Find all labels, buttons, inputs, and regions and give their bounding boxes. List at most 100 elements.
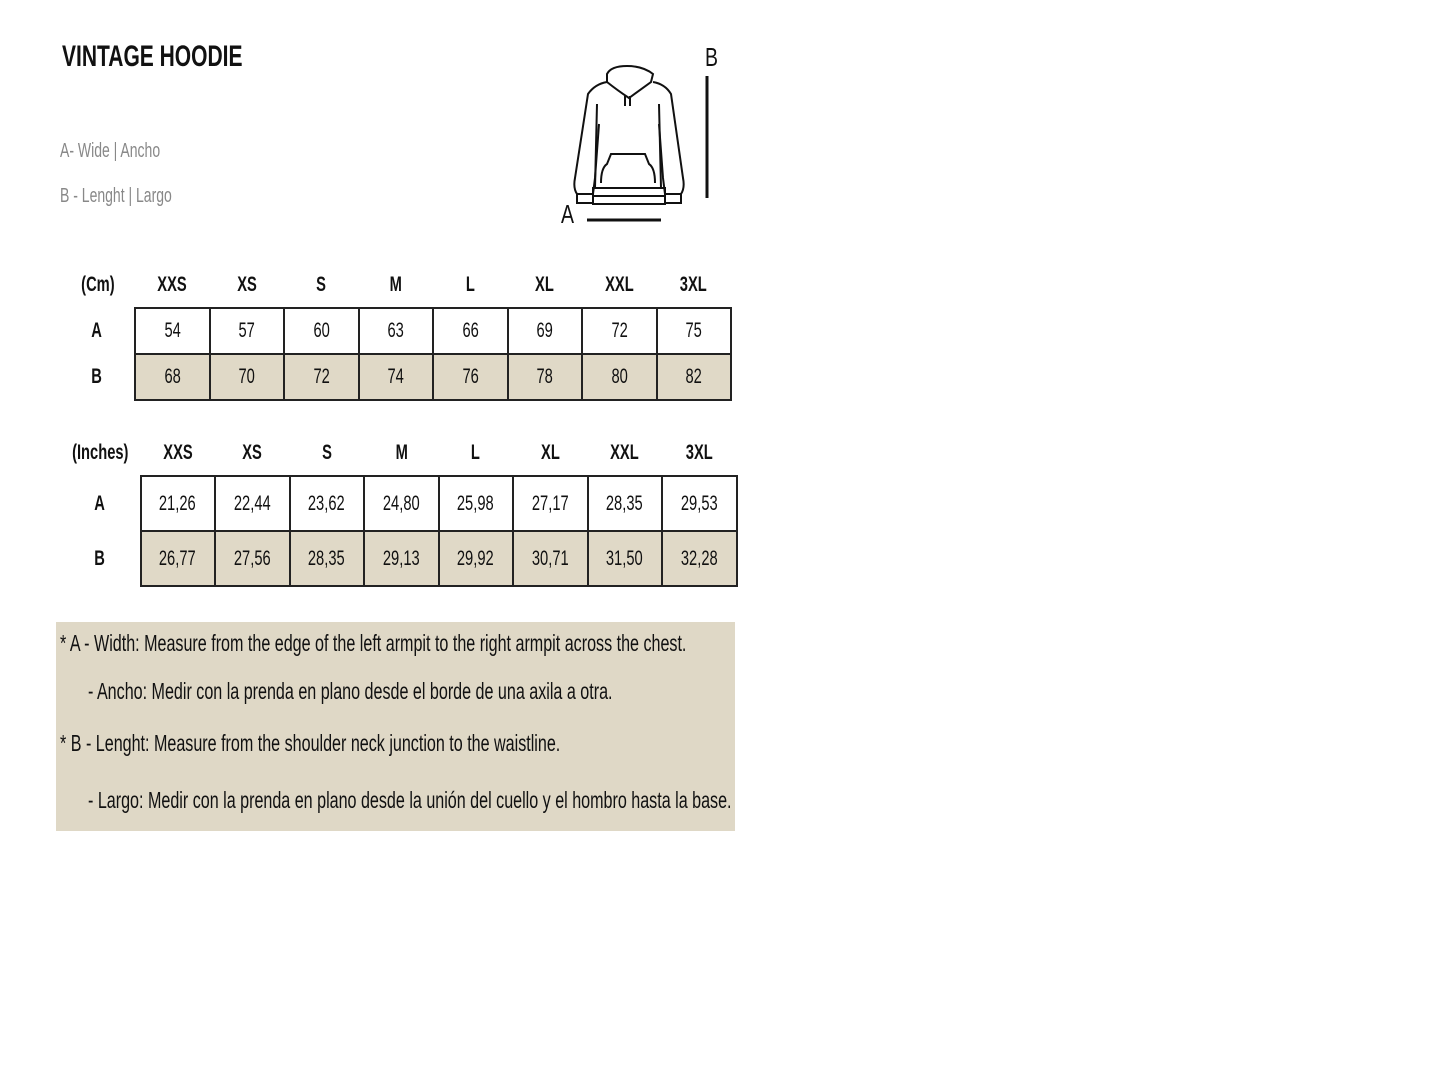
cell-value: 28,35 [308,546,346,570]
size-header: XXL [582,262,657,308]
size-text: XXS [157,272,187,296]
table-cell: 24,80 [363,475,440,532]
cell-value: 68 [164,365,181,388]
cell-value: 21,26 [159,491,197,515]
cell-value: 54 [164,319,181,342]
cell-value: 72 [611,319,628,342]
label-b: B [705,42,718,71]
legend-a-text: A- Wide | Ancho [60,140,161,162]
row-label-text: A [94,491,106,515]
size-header: 3XL [657,262,732,308]
note-b-en: * B - Lenght: Measure from the shoulder … [60,730,775,757]
cell-value: 70 [238,365,255,388]
table-cell: 21,26 [139,475,217,532]
table-cell: 76 [432,353,509,401]
table-row: A 54 57 60 63 66 69 72 75 [60,307,732,355]
cell-value: 74 [387,365,404,388]
cell-value: 69 [536,319,553,342]
header-row: (Inches) XXS XS S M L XL XXL 3XL [60,430,737,476]
table-cell: 32,28 [661,530,738,587]
unit-text: (Cm) [80,273,115,296]
size-header: M [359,262,434,308]
table-cell: 75 [655,307,732,355]
label-a: A [561,199,575,228]
table-cell: 70 [208,353,285,401]
note-text: - Largo: Medir con la prenda en plano de… [88,787,732,813]
note-text: * B - Lenght: Measure from the shoulder … [60,730,561,756]
table-cell: 30,71 [512,530,589,587]
size-text: XXL [610,440,640,464]
row-label: A [60,476,141,531]
size-header: M [364,430,439,476]
table-cell: 31,50 [586,530,664,587]
cell-value: 60 [313,319,330,342]
cell-value: 29,13 [382,546,420,570]
size-header: 3XL [662,430,737,476]
row-label: B [60,531,141,586]
cell-value: 66 [462,319,479,342]
table-row: A 21,26 22,44 23,62 24,80 25,98 27,17 28,35 29,5… [60,475,738,532]
cell-value: 82 [685,365,702,388]
title-text: VINTAGE HOODIE [62,40,243,73]
row-label: B [60,354,135,400]
table-cell: 80 [581,353,658,401]
table-cell: 27,56 [214,530,291,587]
cell-value: 80 [611,365,628,388]
size-text: M [395,440,408,464]
size-text: 3XL [685,440,713,464]
cell-value: 31,50 [606,546,644,570]
table-cell: 68 [134,353,211,401]
cell-value: 32,28 [680,546,718,570]
table-cell: 29,53 [661,475,738,532]
cell-value: 72 [313,365,330,388]
size-header: XL [513,430,588,476]
size-header: XL [508,262,583,308]
cell-value: 29,53 [680,491,718,515]
unit-label: (Inches) [60,430,141,476]
legend-b: B - Lenght | Largo [60,185,220,208]
table-cell: 78 [506,353,583,401]
table-cell: 25,98 [437,475,515,532]
table-cell: 54 [134,307,211,355]
page-title: VINTAGE HOODIE [62,40,320,74]
size-header: XS [210,262,285,308]
size-text: 3XL [680,272,708,296]
size-header: L [439,430,514,476]
size-text: S [321,440,332,464]
unit-label: (Cm) [60,262,135,308]
table-cell: 22,44 [214,475,291,532]
cell-value: 29,92 [457,546,495,570]
cell-value: 22,44 [233,491,271,515]
cell-value: 27,56 [233,546,271,570]
size-header: L [433,262,508,308]
size-header: XXL [588,430,663,476]
cell-value: 25,98 [457,491,495,515]
cell-value: 75 [685,319,702,342]
note-b-es: - Largo: Medir con la prenda en plano de… [88,787,1007,814]
hoodie-icon [573,64,685,205]
cell-value: 76 [462,365,479,388]
table-cell: 27,17 [512,475,589,532]
size-text: L [465,272,475,296]
cell-value: 57 [238,319,255,342]
cell-value: 78 [536,365,553,388]
note-text: - Ancho: Medir con la prenda en plano de… [88,678,613,704]
note-text: * A - Width: Measure from the edge of th… [60,630,687,656]
row-label-text: B [94,546,106,570]
cell-value: 28,35 [606,491,644,515]
legend-a: A- Wide | Ancho [60,140,203,163]
row-label-text: A [91,319,103,342]
table-cell: 66 [432,307,509,355]
note-a-en: * A - Width: Measure from the edge of th… [60,630,955,657]
table-cell: 82 [655,353,732,401]
table-cell: 28,35 [288,530,366,587]
size-text: XL [540,440,560,464]
size-text: XS [242,440,263,464]
size-header: XXS [135,262,210,308]
cm-size-table: (Cm) XXS XS S M L XL XXL 3XL A 54 57 60 63 66 69 72 75 B 68… [60,262,732,401]
size-header: S [290,430,365,476]
size-header: XS [215,430,290,476]
unit-text: (Inches) [72,441,129,464]
size-header: XXS [141,430,216,476]
note-a-es: - Ancho: Medir con la prenda en plano de… [88,678,837,705]
